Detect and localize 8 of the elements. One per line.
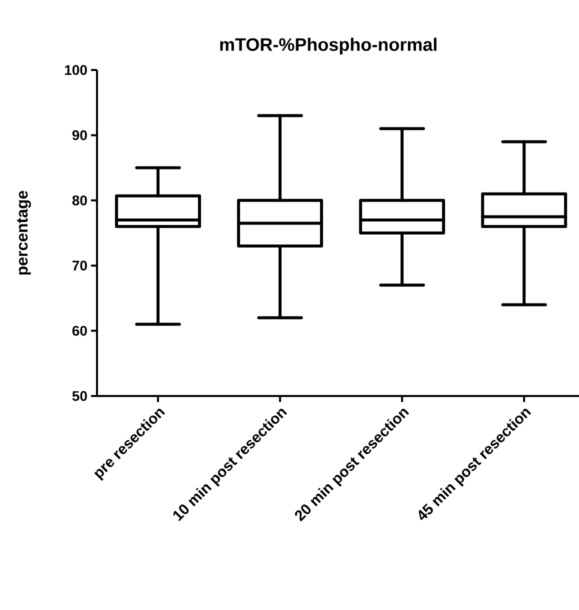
y-tick-label: 50 (72, 391, 87, 401)
y-tick-label: 70 (72, 260, 87, 271)
y-tick-label: 60 (72, 326, 87, 336)
y-axis-title: percentage (17, 190, 31, 275)
y-tick-label: 100 (64, 65, 87, 75)
chart-title: mTOR-%Phospho-normal (220, 38, 436, 54)
y-tick-label: 80 (72, 195, 87, 206)
y-tick-label: 90 (72, 130, 87, 140)
